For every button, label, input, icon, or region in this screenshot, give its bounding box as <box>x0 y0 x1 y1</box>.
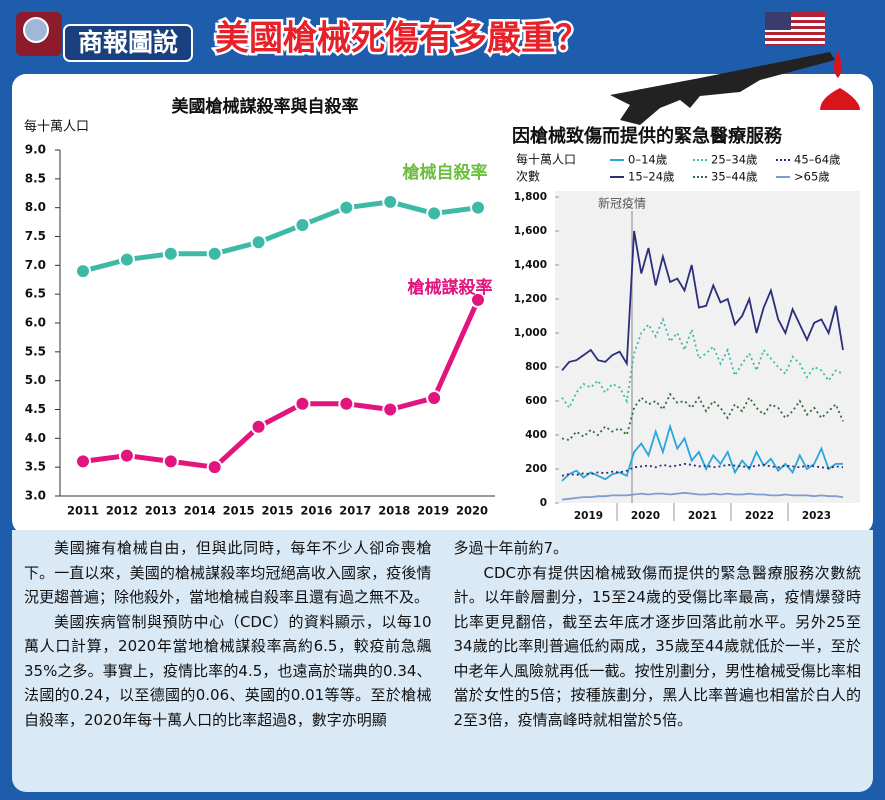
us-flag <box>765 12 825 46</box>
x-tick-label: 2013 <box>145 504 177 518</box>
y-tick-label: 1,200 <box>514 293 547 305</box>
x-tick-label: 2014 <box>184 504 216 518</box>
data-point <box>250 234 267 251</box>
badge-bg <box>63 24 193 62</box>
x-tick-label: 2017 <box>339 504 371 518</box>
x-tick-label: 2018 <box>378 504 410 518</box>
data-point <box>382 401 399 418</box>
x-tick-label: 2019 <box>417 504 449 518</box>
series-line <box>82 199 479 274</box>
main-title: 美國槍械死傷有多嚴重？ <box>215 19 589 59</box>
y-tick-label: 5.0 <box>25 373 46 387</box>
legend-label: 35–44歲 <box>711 170 758 184</box>
y-tick-label: 1,800 <box>514 191 547 203</box>
article-right: 多過十年前約7。 CDC亦有提供因槍械致傷而提供的緊急醫療服務次數統計。以年齡層… <box>454 536 862 792</box>
data-point <box>162 453 179 470</box>
x-tick-label: 2011 <box>67 504 99 518</box>
legend-label: 25–34歲 <box>711 153 758 167</box>
paragraph: 美國疾病管制與預防中心（CDC）的資料顯示，以每10萬人口計算，2020年當地槍… <box>24 612 432 729</box>
y-axis-label: 次數 <box>516 170 540 184</box>
legend-label: 0–14歲 <box>628 153 667 167</box>
series-line <box>561 316 844 410</box>
data-point <box>338 395 355 412</box>
y-tick-label: 1,400 <box>514 259 547 271</box>
x-tick-label: 2021 <box>688 510 717 522</box>
data-point <box>75 263 91 280</box>
y-tick-label: 600 <box>525 395 547 407</box>
y-tick-label: 7.0 <box>25 258 46 272</box>
y-tick-label: 800 <box>525 361 547 373</box>
x-tick-label: 2015 <box>223 504 255 518</box>
legend-label: 15–24歲 <box>628 170 675 184</box>
y-tick-label: 8.0 <box>25 200 46 214</box>
x-tick-label: 2020 <box>456 504 488 518</box>
y-tick-label: 6.0 <box>25 316 46 330</box>
x-tick-label: 2012 <box>106 504 138 518</box>
data-point <box>75 453 91 470</box>
data-point <box>470 199 486 216</box>
data-point <box>338 199 355 216</box>
chart-title: 因槍械致傷而提供的緊急醫療服務 <box>512 125 783 147</box>
y-axis-label: 每十萬人口 <box>516 152 576 167</box>
y-tick-label: 8.5 <box>25 171 46 185</box>
x-tick-label: 2022 <box>745 510 774 522</box>
plot-bg <box>555 191 860 503</box>
y-tick-label: 3.5 <box>25 460 46 474</box>
annotation: 新冠疫情 <box>598 196 646 211</box>
y-tick-label: 6.5 <box>25 287 46 301</box>
series-label: 槍械謀殺率 <box>408 277 493 298</box>
data-point <box>426 389 443 406</box>
legend-label: 45–64歲 <box>794 153 841 167</box>
y-tick-label: 1,600 <box>514 225 547 237</box>
article: 美國擁有槍械自由，但與此同時，每年不少人卻命喪槍下。一直以來，美國的槍械謀殺率均… <box>12 530 873 792</box>
data-point <box>382 193 399 210</box>
chart-title: 美國槍械謀殺率與自殺率 <box>172 96 359 117</box>
y-tick-label: 3.0 <box>25 489 46 503</box>
data-point <box>118 447 135 464</box>
paragraph: 多過十年前約7。 <box>453 539 569 557</box>
blood <box>820 50 860 110</box>
y-tick-label: 400 <box>525 429 547 441</box>
badge-lens <box>23 17 49 43</box>
y-tick-label: 5.5 <box>25 344 46 358</box>
series-line <box>561 423 843 482</box>
y-tick-label: 200 <box>525 463 547 475</box>
series-line <box>82 298 481 470</box>
series-line <box>561 491 844 501</box>
y-tick-label: 4.5 <box>25 402 46 416</box>
data-point <box>250 418 267 435</box>
data-point <box>294 216 311 233</box>
paragraph: 美國擁有槍械自由，但與此同時，每年不少人卻命喪槍下。一直以來，美國的槍械謀殺率均… <box>24 539 432 606</box>
article-left: 美國擁有槍械自由，但與此同時，每年不少人卻命喪槍下。一直以來，美國的槍械謀殺率均… <box>24 536 432 792</box>
series-line <box>561 392 844 442</box>
x-tick-label: 2016 <box>300 504 332 518</box>
badge-text: 商報圖說 <box>78 28 178 57</box>
x-tick-label: 2015 <box>261 504 293 518</box>
legend-label: >65歲 <box>794 170 830 184</box>
paragraph: CDC亦有提供因槍械致傷而提供的緊急醫療服務次數統計。以年齡層劃分，15至24歲… <box>453 563 862 729</box>
y-tick-label: 0 <box>540 497 547 509</box>
x-tick-label: 2020 <box>631 510 660 522</box>
x-tick-label: 2019 <box>574 510 603 522</box>
x-tick-label: 2023 <box>802 510 831 522</box>
y-tick-label: 4.0 <box>25 431 46 445</box>
y-tick-label: 9.0 <box>25 143 46 157</box>
y-tick-label: 1,000 <box>514 327 547 339</box>
series-line <box>561 230 844 371</box>
y-tick-label: 7.5 <box>25 229 46 243</box>
data-point <box>426 205 443 222</box>
series-label: 槍械自殺率 <box>403 162 488 183</box>
data-point <box>206 245 223 262</box>
y-axis-label: 每十萬人口 <box>24 119 89 135</box>
data-point <box>118 251 135 268</box>
data-point <box>206 459 223 476</box>
data-point <box>294 395 311 412</box>
data-point <box>470 291 486 308</box>
data-point <box>162 245 179 262</box>
gun <box>610 52 835 125</box>
